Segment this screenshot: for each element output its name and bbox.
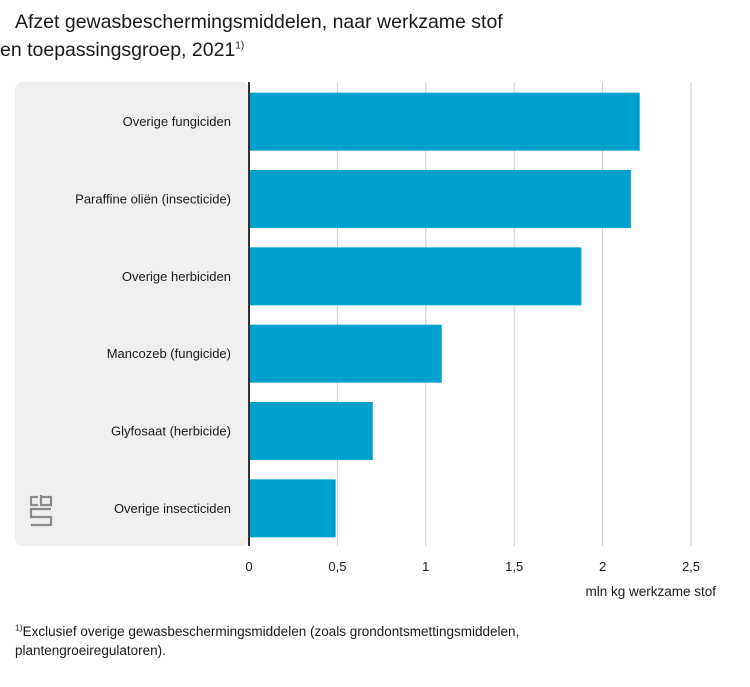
- category-panel: [15, 82, 249, 546]
- category-label: Glyfosaat (herbicide): [111, 424, 231, 439]
- bars: [250, 92, 640, 538]
- title-line-2-text: en toepassingsgroep, 2021: [0, 39, 236, 61]
- x-tick-label: 0: [245, 559, 252, 574]
- x-tick-label: 1: [422, 559, 429, 574]
- bar: [250, 247, 582, 306]
- title-footnote-marker: 1): [235, 40, 245, 52]
- bar: [250, 479, 336, 538]
- footnote-text: Exclusief overige gewasbeschermingsmidde…: [15, 624, 520, 658]
- chart-title: Afzet gewasbeschermingsmiddelen, naar we…: [0, 8, 740, 64]
- x-tick-label: 1,5: [505, 559, 523, 574]
- bar: [250, 92, 640, 151]
- x-axis-title: mln kg werkzame stof: [585, 584, 716, 599]
- bar: [250, 170, 631, 228]
- bar: [250, 324, 442, 383]
- category-label: Overige fungiciden: [123, 114, 231, 129]
- cbs-logo-icon: [29, 495, 53, 527]
- category-labels: Overige fungiciden Paraffine oliën (insec…: [75, 114, 231, 516]
- tick-labels: 0 0,5 1 1,5 2 2,5: [245, 559, 700, 574]
- category-label: Mancozeb (fungicide): [107, 346, 231, 361]
- x-tick-label: 2: [599, 559, 606, 574]
- category-label: Paraffine oliën (insecticide): [75, 192, 231, 207]
- gridlines: [336, 82, 692, 546]
- category-label: Overige insecticiden: [114, 501, 231, 516]
- title-line-2: en toepassingsgroep, 20211): [0, 36, 740, 64]
- x-tick-label: 0,5: [328, 559, 346, 574]
- category-label: Overige herbiciden: [122, 269, 231, 284]
- footnote-marker: 1): [15, 622, 23, 633]
- title-line-1: Afzet gewasbeschermingsmiddelen, naar we…: [15, 11, 503, 33]
- bar: [250, 402, 373, 460]
- x-tick-label: 2,5: [682, 559, 700, 574]
- footnote: 1)Exclusief overige gewasbeschermingsmid…: [15, 622, 655, 660]
